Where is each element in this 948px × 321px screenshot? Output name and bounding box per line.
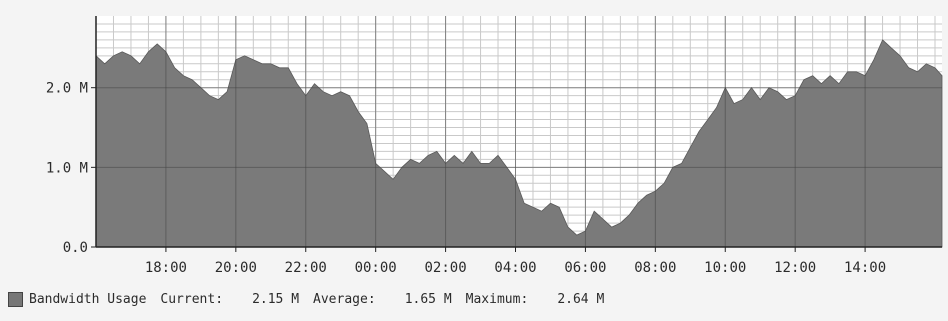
chart-legend: Bandwidth Usage Current: 2.15 M Average:… — [8, 289, 604, 309]
x-tick-label: 06:00 — [564, 260, 606, 276]
y-tick-label: 1.0 M — [46, 160, 88, 176]
x-tick-label: 20:00 — [215, 260, 257, 276]
y-tick-label: 2.0 M — [46, 81, 88, 97]
x-tick-label: 12:00 — [774, 260, 816, 276]
legend-current-label: Current: — [160, 291, 224, 307]
x-tick-label: 18:00 — [145, 260, 187, 276]
x-tick-label: 04:00 — [494, 260, 536, 276]
x-tick-label: 08:00 — [634, 260, 676, 276]
legend-average-label: Average: — [313, 291, 376, 307]
x-tick-label: 02:00 — [425, 260, 467, 276]
legend-maximum-value: 2.64 M — [557, 291, 605, 307]
legend-series-label: Bandwidth Usage — [29, 291, 147, 307]
y-tick-label: 0.0 — [63, 240, 88, 256]
legend-swatch — [8, 291, 23, 307]
legend-average-value: 1.65 M — [404, 291, 452, 307]
bandwidth-chart: 18:00 20:00 22:00 00:00 02:00 04:00 06:00 08:00… — [46, 16, 943, 276]
x-tick-label: 00:00 — [355, 260, 397, 276]
x-tick-label: 10:00 — [704, 260, 746, 276]
x-tick-label: 14:00 — [844, 260, 886, 276]
x-tick-label: 22:00 — [285, 260, 327, 276]
legend-maximum-label: Maximum: — [465, 291, 529, 307]
series-area-bandwidth-usage — [95, 39, 943, 248]
legend-current-value: 2.15 M — [252, 291, 300, 307]
